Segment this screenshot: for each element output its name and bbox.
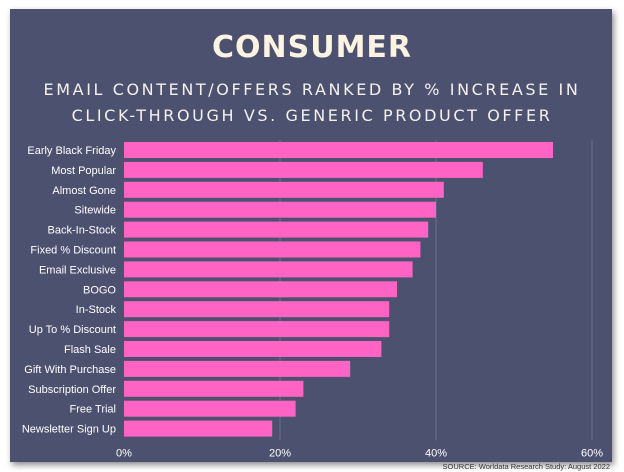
category-label: Free Trial xyxy=(70,404,116,416)
x-tick-label: 20% xyxy=(269,448,291,460)
bar xyxy=(124,360,351,377)
category-label: Gift With Purchase xyxy=(24,364,116,376)
bar xyxy=(124,261,413,278)
bar xyxy=(124,321,390,338)
category-label: Almost Gone xyxy=(52,185,116,197)
category-label: Newsletter Sign Up xyxy=(22,424,116,436)
bar xyxy=(124,142,553,158)
x-tick-label: 40% xyxy=(425,448,447,460)
bar xyxy=(124,221,429,238)
bar xyxy=(124,400,296,417)
x-tick-label: 0% xyxy=(116,448,132,460)
category-label: Subscription Offer xyxy=(28,384,116,396)
category-label: Email Exclusive xyxy=(39,264,116,276)
category-label: Fixed % Discount xyxy=(30,245,116,257)
bar xyxy=(124,380,304,397)
category-label: Early Black Friday xyxy=(27,145,116,157)
category-label: Back-In-Stock xyxy=(48,225,117,237)
chart-subtitle-line-2: CLICK-THROUGH VS. GENERIC PRODUCT OFFER xyxy=(71,106,553,125)
bar xyxy=(124,241,421,258)
bar xyxy=(124,281,397,298)
x-tick-label: 60% xyxy=(581,448,603,460)
bar xyxy=(124,161,483,178)
category-label: Most Popular xyxy=(51,165,116,177)
bar xyxy=(124,301,390,318)
bar xyxy=(124,420,273,437)
category-label: Flash Sale xyxy=(64,344,116,356)
chart-title: CONSUMER xyxy=(211,30,413,65)
category-label: In-Stock xyxy=(76,304,117,316)
source-note: SOURCE: Worldata Research Study: August … xyxy=(442,462,610,471)
category-label: BOGO xyxy=(83,284,116,296)
bar xyxy=(124,341,382,357)
bar xyxy=(124,181,444,198)
category-label: Sitewide xyxy=(74,205,116,217)
bar xyxy=(124,201,436,218)
chart-subtitle-line-1: EMAIL CONTENT/OFFERS RANKED BY % INCREAS… xyxy=(43,80,581,99)
category-label: Up To % Discount xyxy=(29,324,116,336)
